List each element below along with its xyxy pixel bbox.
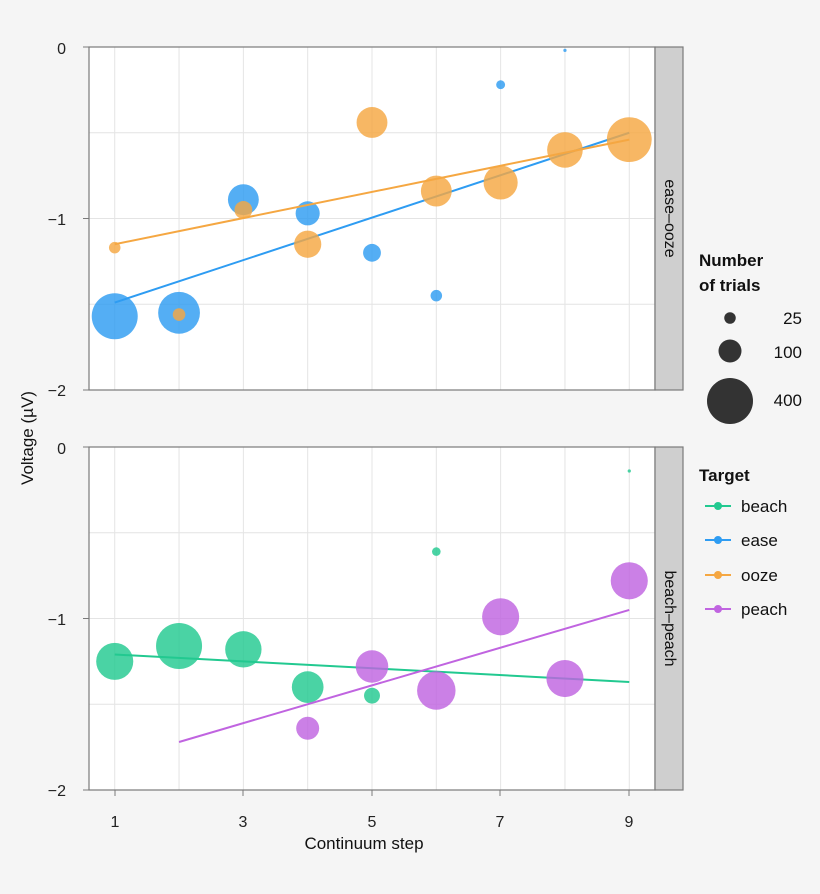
y-tick-label: −2 [48,383,66,400]
legend-target-label: ooze [741,566,778,585]
point-peach [417,671,456,710]
y-tick-label: −2 [48,783,66,800]
x-axis-title: Continuum step [304,834,423,853]
point-peach [610,562,648,600]
panel-1-strip-label: ease–ooze [661,179,678,257]
point-ooze [356,107,388,138]
point-peach [355,650,389,683]
point-ease [430,289,443,302]
legend-key-dot-ooze [714,571,722,579]
point-beach [225,631,262,668]
point-ooze [108,241,121,254]
y-axis-panel-1: 0 −1 −2 [48,41,89,400]
point-peach [482,598,520,636]
point-ease [496,80,506,90]
point-beach [432,547,441,556]
legend-size-label: 400 [774,391,802,410]
legend-key-dot-peach [714,605,722,613]
x-tick-label: 9 [625,814,634,831]
point-ease [363,243,381,262]
point-beach [627,469,631,473]
data-points [91,48,652,743]
panel-1-strip [654,46,684,391]
legend-target-label: ease [741,531,778,550]
legend-key-dot-beach [714,502,722,510]
point-ease [91,293,138,340]
legend-target: Target beach ease ooze peach [699,466,787,619]
y-axis-title: Voltage (µV) [18,391,37,485]
x-axis: 1 3 5 7 9 [111,790,634,831]
point-ease [563,48,567,53]
legend-size-label: 25 [783,309,802,328]
legend-size-title-line1: Number [699,251,764,270]
y-tick-label: 0 [57,441,66,458]
legend-target-label: beach [741,497,787,516]
legend-size-key [718,339,742,363]
legend-size-key [707,378,753,424]
x-tick-label: 1 [111,814,120,831]
y-axis-panel-2: 0 −1 −2 [48,441,89,800]
legend-key-dot-ease [714,536,722,544]
point-ooze [420,175,452,207]
legend-size-key [724,312,736,324]
legend-target-label: peach [741,600,787,619]
point-beach [156,622,203,669]
point-ooze [547,132,583,168]
fit-line-ease [114,131,630,304]
panel-2-strip [654,446,684,791]
point-beach [291,671,324,703]
legend-size: Number of trials 25 100 400 [699,251,802,424]
point-beach [96,642,134,680]
panel-2-strip-label: beach–peach [661,570,678,666]
legend-size-title-line2: of trials [699,276,760,295]
point-ooze [294,230,322,258]
point-ooze [483,165,518,200]
legend-target-title: Target [699,466,750,485]
x-tick-label: 7 [496,814,505,831]
fit-line-peach [178,608,630,743]
y-tick-label: −1 [48,612,66,629]
legend-size-label: 100 [774,343,802,362]
point-ooze [172,308,186,321]
point-ooze [234,201,253,219]
point-ease [295,201,320,226]
fit-line-ooze [114,138,630,246]
x-tick-label: 3 [239,814,248,831]
point-peach [546,659,584,698]
y-tick-label: −1 [48,212,66,229]
point-peach [296,716,320,740]
point-beach [364,687,380,704]
x-tick-label: 5 [368,814,377,831]
y-tick-label: 0 [57,41,66,58]
